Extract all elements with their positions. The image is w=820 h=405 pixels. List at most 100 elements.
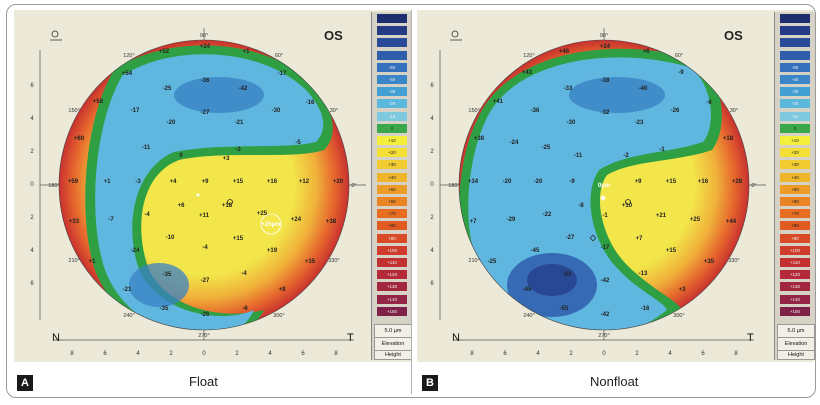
elevation-value: -25 (163, 86, 172, 92)
degree-label: 210° (468, 258, 479, 264)
elevation-value: -27 (201, 110, 210, 116)
elevation-value: -42 (601, 312, 610, 318)
scale-swatch: +90 (377, 233, 407, 243)
topography-map-float: +25µm 8 6 4 2 0 2 4 6 8 6 4 2 0 2 4 6 90° 60° 30° 0° 330° 30… (30, 28, 366, 357)
elevation-value: +12 (299, 179, 310, 185)
scale-swatch: 0 (377, 123, 407, 133)
scale-type: Height (777, 350, 815, 360)
scale-swatch: +50 (377, 184, 407, 194)
y-tick-label: 4 (30, 248, 34, 254)
scale-swatch: +80 (780, 221, 810, 231)
x-tick-label: 6 (301, 351, 305, 357)
elevation-value: -30 (272, 108, 281, 114)
elevation-value: +19 (267, 248, 278, 254)
scale-swatch: -30 (377, 87, 407, 97)
elevation-value: +60 (74, 136, 85, 142)
degree-label: 0° (751, 183, 756, 189)
y-tick-label: 4 (30, 116, 34, 122)
scale-swatch: +140 (780, 294, 810, 304)
scale-swatch: +110 (780, 258, 810, 267)
degree-label: 180° (48, 183, 59, 189)
elevation-value: -4 (241, 271, 247, 277)
elevation-value: +34 (468, 179, 479, 185)
cursor-readout: +25µm (262, 222, 281, 228)
degree-label: 30° (330, 108, 338, 114)
elevation-value: -11 (574, 153, 583, 159)
panel-divider (411, 10, 412, 394)
x-tick-label: 8 (734, 351, 738, 357)
blue-region (95, 54, 324, 330)
degree-label: 330° (728, 258, 739, 264)
scale-swatch: +140 (377, 294, 407, 304)
y-tick-label: 6 (30, 83, 34, 89)
elevation-value: -35 (160, 306, 169, 312)
elevation-value: +59 (68, 179, 79, 185)
elevation-value: +16 (698, 179, 709, 185)
x-tick-label: 6 (503, 351, 507, 357)
elevation-value: +46 (559, 49, 570, 55)
elevation-value: -1 (659, 147, 665, 153)
panel-float: +25µm 8 6 4 2 0 2 4 6 8 6 4 2 0 2 4 6 90° 60° 30° 0° 330° 30… (14, 10, 412, 362)
elevation-value: -17 (601, 245, 610, 251)
elevation-value: +18 (723, 136, 734, 142)
elevation-value: -27 (566, 235, 575, 241)
elevation-value: -20 (167, 120, 176, 126)
degree-label: 330° (328, 258, 339, 264)
y-tick-label: 6 (430, 83, 434, 89)
scale-swatch: +40 (780, 172, 810, 182)
elevation-value: +3 (679, 287, 687, 293)
elevation-value: -16 (641, 306, 650, 312)
elevation-value: -53 (563, 272, 572, 278)
elevation-value: -3 (135, 179, 141, 185)
elevation-value: -6 (242, 306, 248, 312)
elevation-value: -36 (201, 78, 210, 84)
elevation-value: -17 (131, 108, 140, 114)
elevation-value: +7 (470, 219, 478, 225)
elevation-value: +35 (704, 259, 715, 265)
elevation-value: -17 (278, 71, 287, 77)
panel-caption: Float (189, 374, 218, 389)
elevation-value: -24 (510, 140, 519, 146)
degree-label: 210° (68, 258, 79, 264)
degree-label: 240° (523, 313, 534, 319)
x-tick-label: 4 (268, 351, 272, 357)
scale-swatch: +60 (780, 197, 810, 206)
x-tick-label: 0 (202, 351, 206, 357)
y-tick-label: 6 (430, 281, 434, 287)
scale-swatch: +20 (780, 148, 810, 158)
elevation-value: -30 (567, 120, 576, 126)
eye-label: OS (724, 28, 743, 43)
degree-label: 120° (123, 53, 134, 59)
elevation-value: -3 (235, 147, 241, 153)
elevation-value: -25 (542, 145, 551, 151)
x-tick-label: 4 (668, 351, 672, 357)
elevation-value: -35 (163, 272, 172, 278)
elevation-value: +24 (600, 44, 611, 50)
degree-label: 270° (198, 333, 209, 339)
elevation-value: -22 (543, 212, 552, 218)
elevation-value: +9 (635, 179, 643, 185)
scale-swatch (780, 38, 810, 48)
scale-swatch (377, 14, 407, 23)
scale-step: 5.0 µm (777, 324, 815, 338)
elevation-value: -6 (706, 100, 712, 106)
scale-swatch (780, 14, 810, 23)
panel-letter: A (17, 375, 33, 391)
scale-swatch: -10 (780, 111, 810, 121)
scale-swatch: +130 (780, 282, 810, 292)
scale-swatch: +130 (377, 282, 407, 292)
elevation-value: -26 (201, 312, 210, 318)
eye-label: OS (324, 28, 343, 43)
degree-label: 270° (598, 333, 609, 339)
scale-swatch: +90 (780, 233, 810, 243)
x-tick-label: 6 (701, 351, 705, 357)
scale-swatch: 0 (780, 123, 810, 133)
scale-swatch: +10 (780, 136, 810, 145)
elevation-value: -42 (239, 86, 248, 92)
scale-swatch: +10 (377, 136, 407, 145)
degree-label: 300° (673, 313, 684, 319)
scale-swatch: +50 (780, 184, 810, 194)
elevation-value: +1 (243, 49, 251, 55)
x-tick-label: 4 (136, 351, 140, 357)
